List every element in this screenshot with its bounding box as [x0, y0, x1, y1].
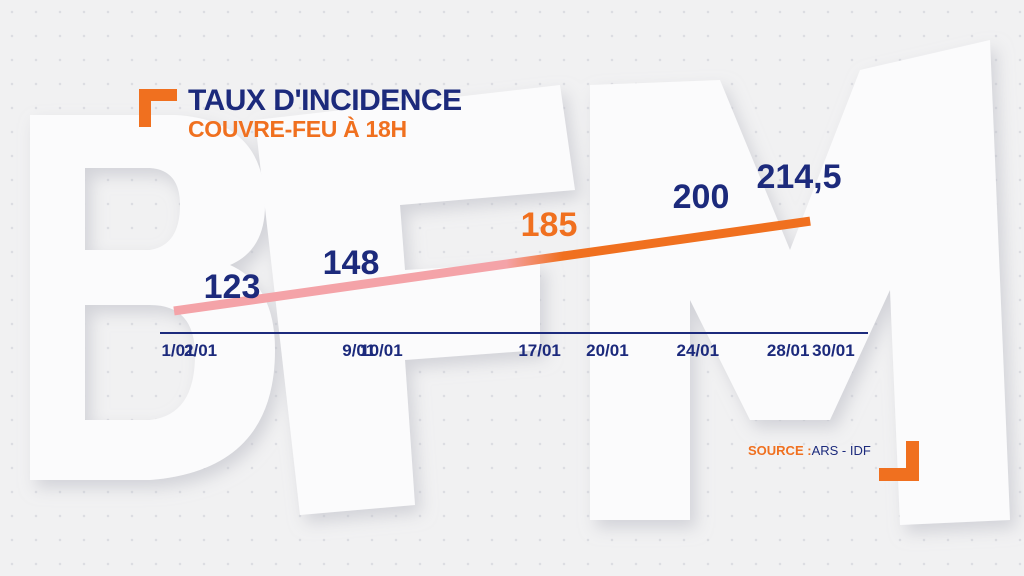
x-tick-label: 17/01	[518, 341, 561, 360]
data-label: 200	[673, 178, 730, 216]
x-tick-label: 9/01	[342, 341, 375, 360]
x-tick-label: 2/01	[184, 341, 217, 360]
series-line	[173, 216, 811, 316]
data-label: 185	[521, 206, 578, 244]
data-label: 148	[323, 244, 380, 282]
x-tick-label: 28/01	[767, 341, 810, 360]
source-label: SOURCE :	[748, 443, 812, 458]
page-subtitle: COUVRE-FEU À 18H	[188, 116, 407, 142]
data-label: 214,5	[756, 158, 841, 196]
x-tick-label: 30/01	[812, 341, 855, 360]
x-tick-label: 20/01	[586, 341, 629, 360]
corner-bracket-logo	[879, 441, 919, 481]
data-label: 123	[204, 268, 261, 306]
source-note: SOURCE :ARS - IDF	[748, 443, 871, 458]
source-value: ARS - IDF	[811, 443, 871, 458]
title-bracket-logo	[139, 89, 177, 127]
x-tick-label: 1/01	[161, 341, 194, 360]
x-tick-label: 24/01	[677, 341, 720, 360]
page-title: TAUX D'INCIDENCE	[188, 84, 462, 117]
x-tick-label: 10/01	[360, 341, 403, 360]
